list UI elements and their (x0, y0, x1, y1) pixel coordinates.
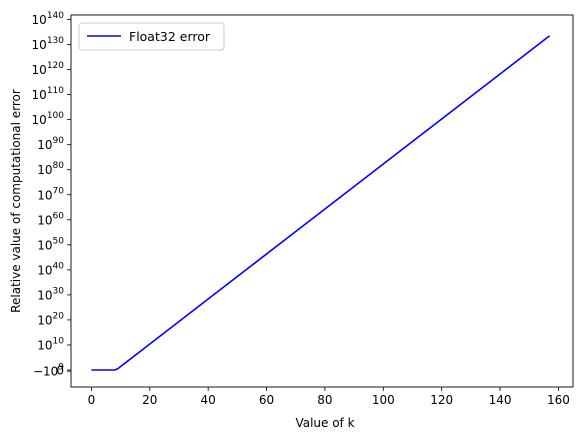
y-tick-label: 1060 (37, 211, 64, 227)
legend-box (78, 22, 225, 51)
y-tick-label: 10100 (32, 111, 65, 127)
series-line-float32-error (91, 35, 551, 371)
x-tick-label: 80 (317, 393, 332, 407)
x-tick-label: 60 (259, 393, 274, 407)
x-tick-label: 40 (201, 393, 216, 407)
x-axis-ticks: 0 20 40 60 80 100 120 140 160 (88, 387, 570, 407)
y-tick-label: 10130 (32, 36, 65, 52)
y-tick-label: 10140 (32, 11, 65, 27)
legend-label: Float32 error (129, 29, 211, 44)
y-tick-label: 10110 (32, 86, 65, 102)
y-axis-label: Relative value of computational error (9, 89, 23, 313)
y-tick-label: 0 (56, 364, 64, 378)
x-tick-label: 160 (547, 393, 570, 407)
y-axis-ticks: −1090 1010 1020 1030 1040 1050 1060 1070 1080 109… (32, 11, 71, 379)
x-tick-label: 100 (372, 393, 395, 407)
y-tick-label: 1020 (37, 311, 64, 327)
y-tick-label: 1040 (37, 261, 64, 277)
y-tick-label: 1090 (37, 136, 64, 152)
x-tick-label: 0 (88, 393, 96, 407)
plot-area (70, 14, 574, 388)
y-tick-label: 1030 (37, 286, 64, 302)
y-tick-label: 1070 (37, 186, 64, 202)
y-tick-label: −109 (33, 363, 64, 379)
x-tick-label: 20 (142, 393, 157, 407)
y-tick-label: 10120 (32, 61, 65, 77)
y-tick-label: 1080 (37, 161, 64, 177)
x-tick-label: 140 (489, 393, 512, 407)
series-layer (91, 35, 551, 371)
y-tick-label: 1050 (37, 236, 64, 252)
x-tick-label: 120 (430, 393, 453, 407)
y-tick-label: 1010 (37, 336, 64, 352)
x-axis-label: Value of k (295, 416, 354, 430)
legend: Float32 error (78, 22, 225, 51)
